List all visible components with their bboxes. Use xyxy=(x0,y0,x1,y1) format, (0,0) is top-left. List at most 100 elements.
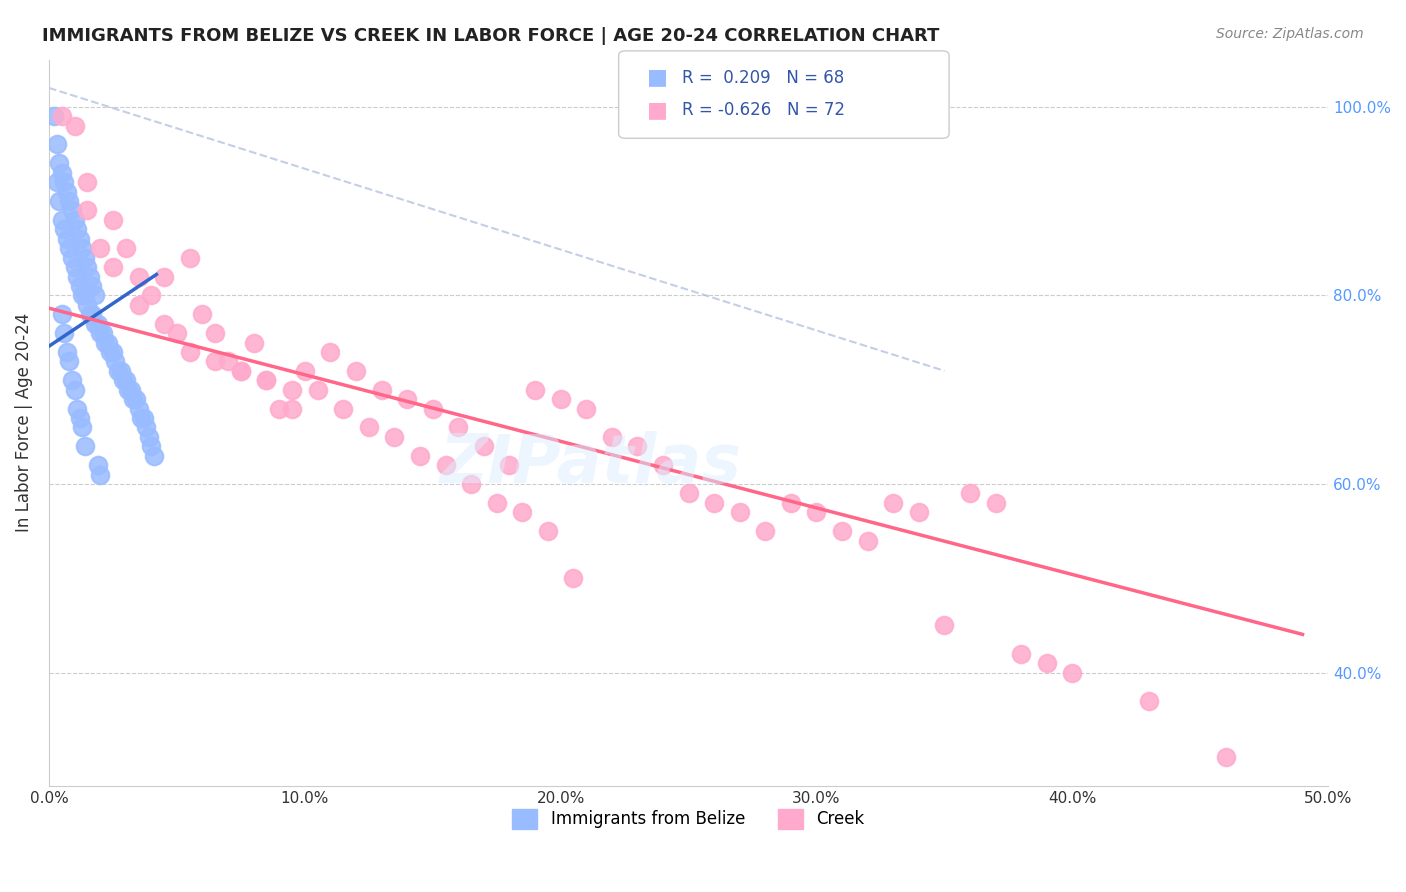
Point xyxy=(110,364,132,378)
Point xyxy=(51,307,73,321)
Point xyxy=(806,505,828,519)
Point xyxy=(66,222,89,236)
Point xyxy=(60,251,83,265)
Point xyxy=(485,496,508,510)
Point xyxy=(69,279,91,293)
Point xyxy=(254,373,277,387)
Point xyxy=(63,383,86,397)
Point xyxy=(382,430,405,444)
Point xyxy=(728,505,751,519)
Point xyxy=(179,345,201,359)
Point xyxy=(60,373,83,387)
Point xyxy=(73,251,96,265)
Point xyxy=(510,505,533,519)
Point xyxy=(100,345,122,359)
Point xyxy=(45,175,67,189)
Point xyxy=(56,185,79,199)
Point xyxy=(53,222,76,236)
Point xyxy=(69,232,91,246)
Point xyxy=(70,288,93,302)
Point xyxy=(254,373,277,387)
Point xyxy=(128,401,150,416)
Point xyxy=(125,392,148,406)
Text: ■: ■ xyxy=(647,68,668,87)
Point xyxy=(447,420,470,434)
Point xyxy=(984,496,1007,510)
Point xyxy=(882,496,904,510)
Point xyxy=(51,213,73,227)
Text: Source: ZipAtlas.com: Source: ZipAtlas.com xyxy=(1216,27,1364,41)
Point xyxy=(107,364,129,378)
Text: IMMIGRANTS FROM BELIZE VS CREEK IN LABOR FORCE | AGE 20-24 CORRELATION CHART: IMMIGRANTS FROM BELIZE VS CREEK IN LABOR… xyxy=(42,27,939,45)
Point xyxy=(89,467,111,482)
Point xyxy=(319,345,342,359)
Point xyxy=(89,241,111,255)
Point xyxy=(959,486,981,500)
Point xyxy=(1137,694,1160,708)
Point xyxy=(575,401,598,416)
Point xyxy=(229,364,252,378)
Point xyxy=(128,298,150,312)
Point xyxy=(94,335,117,350)
Point xyxy=(76,260,98,274)
Point xyxy=(53,326,76,340)
Point xyxy=(344,364,367,378)
Point xyxy=(82,279,104,293)
Point xyxy=(856,533,879,548)
Point xyxy=(48,156,70,170)
Point xyxy=(141,439,163,453)
Point xyxy=(357,420,380,434)
Point xyxy=(242,335,264,350)
Point xyxy=(1035,656,1057,670)
Point xyxy=(51,109,73,123)
Point xyxy=(1062,665,1084,680)
Point xyxy=(562,571,585,585)
Y-axis label: In Labor Force | Age 20-24: In Labor Force | Age 20-24 xyxy=(15,313,32,533)
Point xyxy=(56,345,79,359)
Point xyxy=(117,383,139,397)
Point xyxy=(69,411,91,425)
Text: ■: ■ xyxy=(647,100,668,120)
Point xyxy=(101,345,124,359)
Point xyxy=(86,458,108,472)
Point xyxy=(396,392,419,406)
Point xyxy=(434,458,457,472)
Point xyxy=(179,251,201,265)
Point xyxy=(281,401,304,416)
Point xyxy=(58,241,80,255)
Point xyxy=(70,420,93,434)
Point xyxy=(370,383,392,397)
Point xyxy=(204,326,226,340)
Point xyxy=(831,524,853,538)
Point xyxy=(626,439,648,453)
Point xyxy=(66,401,89,416)
Point xyxy=(129,411,152,425)
Point xyxy=(82,307,104,321)
Point xyxy=(472,439,495,453)
Legend: Immigrants from Belize, Creek: Immigrants from Belize, Creek xyxy=(506,802,872,836)
Point xyxy=(91,326,114,340)
Point xyxy=(269,401,291,416)
Point xyxy=(45,137,67,152)
Point xyxy=(191,307,214,321)
Point xyxy=(498,458,520,472)
Point xyxy=(754,524,776,538)
Point xyxy=(460,477,482,491)
Point xyxy=(84,288,107,302)
Point xyxy=(58,194,80,208)
Point xyxy=(73,439,96,453)
Point xyxy=(550,392,572,406)
Point xyxy=(76,203,98,218)
Point xyxy=(135,420,157,434)
Point xyxy=(63,119,86,133)
Point xyxy=(652,458,675,472)
Point xyxy=(122,392,145,406)
Point xyxy=(70,241,93,255)
Point xyxy=(66,269,89,284)
Point xyxy=(138,430,160,444)
Point xyxy=(63,260,86,274)
Point xyxy=(1010,647,1032,661)
Point xyxy=(907,505,929,519)
Point xyxy=(934,618,956,632)
Text: ZIPatlas: ZIPatlas xyxy=(440,431,741,497)
